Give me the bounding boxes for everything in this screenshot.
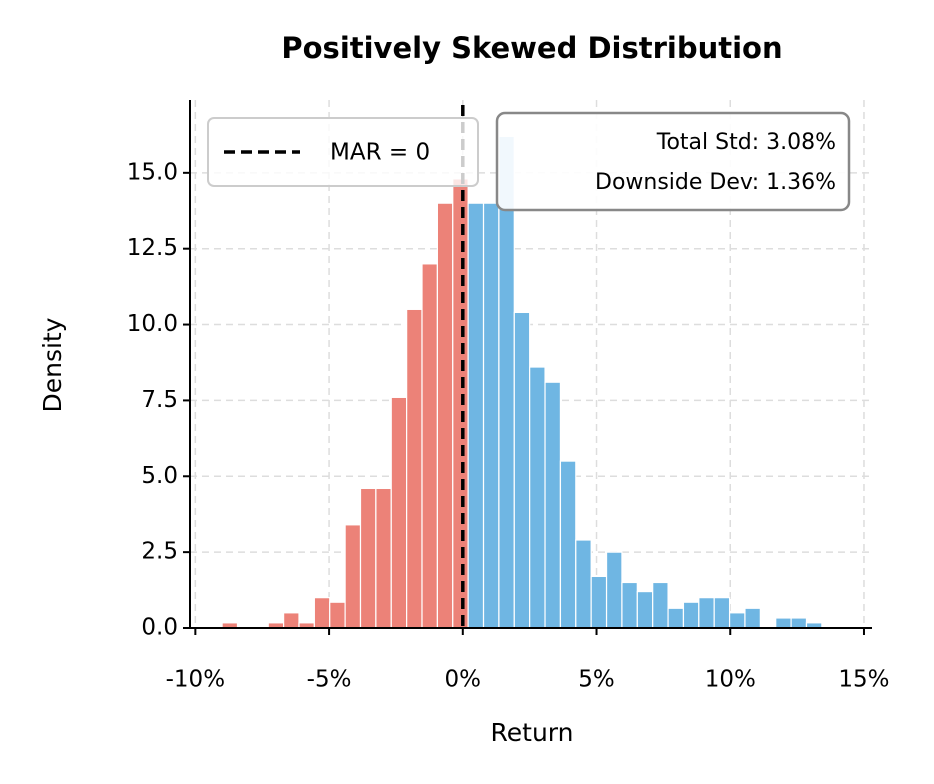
x-tick-label: 15% (838, 667, 889, 693)
x-tick-label: 5% (578, 667, 615, 693)
bar (359, 487, 377, 629)
bar (728, 612, 746, 629)
y-tick-label: 10.0 (127, 311, 178, 337)
bar (775, 617, 792, 629)
chart-title: Positively Skewed Distribution (281, 31, 782, 65)
bar (652, 581, 669, 629)
bar (529, 366, 546, 629)
bar (559, 460, 577, 629)
bar (406, 308, 423, 629)
bar (790, 617, 808, 629)
y-tick-label: 7.5 (141, 387, 178, 413)
legend-label: MAR = 0 (330, 140, 430, 166)
bar (544, 381, 562, 629)
x-tick-label: -5% (307, 667, 352, 693)
bar (605, 551, 623, 629)
bar (482, 202, 500, 629)
bar (329, 601, 346, 629)
y-tick-label: 5.0 (141, 463, 178, 489)
annotation-box (495, 111, 851, 212)
bar (436, 202, 454, 629)
bar (698, 597, 715, 629)
bar (513, 311, 531, 629)
x-tick-label: -10% (166, 667, 225, 693)
bar (636, 590, 654, 629)
y-tick-label: 2.5 (141, 539, 178, 565)
y-tick-label: 12.5 (127, 235, 178, 261)
bar (452, 178, 469, 629)
annotation: Downside Dev: 1.36% (595, 170, 836, 195)
legend-box (207, 117, 479, 187)
bar (375, 487, 392, 629)
bar (283, 612, 300, 629)
bar (467, 202, 485, 629)
x-tick-label: 0% (445, 667, 482, 693)
y-tick-label: 15.0 (127, 159, 178, 185)
bar (744, 607, 761, 629)
y-tick-label: 0.0 (141, 615, 178, 641)
bar (682, 601, 700, 629)
bar (713, 597, 731, 629)
bar (621, 581, 638, 629)
bar (313, 597, 331, 629)
bar (390, 396, 408, 629)
x-axis-label: Return (491, 718, 574, 747)
bar (344, 524, 362, 629)
bar (590, 575, 608, 629)
y-axis-label: Density (38, 317, 67, 412)
annotation: Total Std: 3.08% (656, 130, 836, 155)
x-tick-label: 10% (705, 667, 756, 693)
bar (575, 539, 592, 629)
bar (421, 263, 438, 629)
bar (667, 607, 685, 629)
